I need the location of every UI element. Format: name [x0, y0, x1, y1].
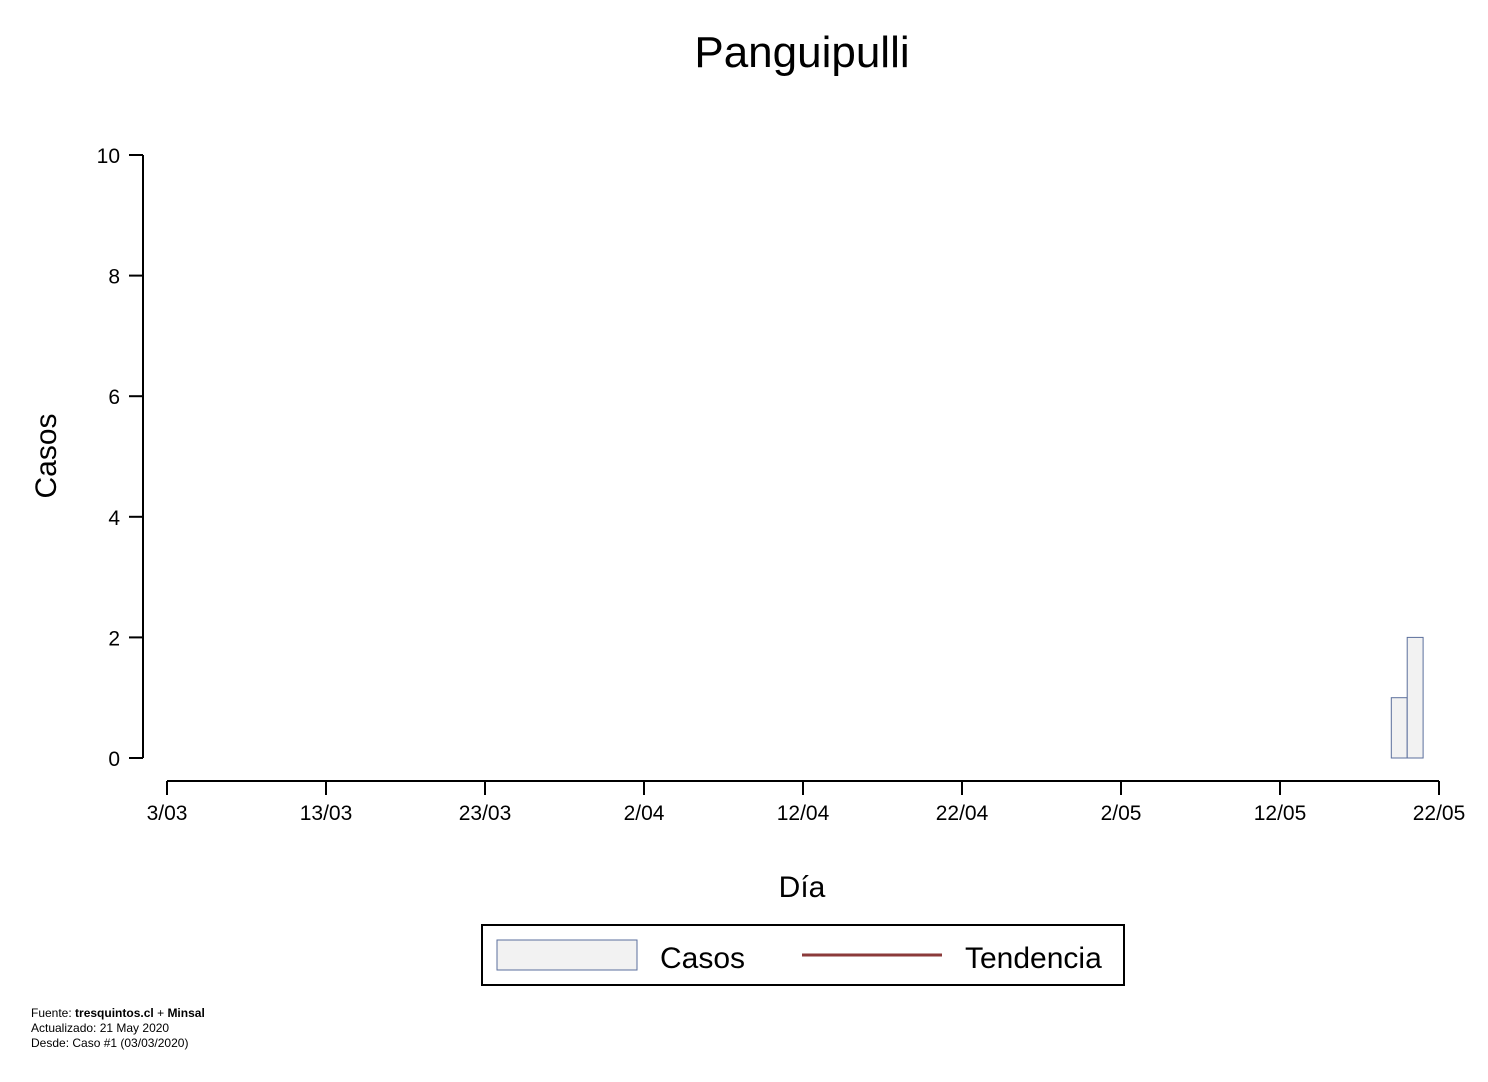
x-tick-label: 12/04 — [777, 802, 830, 825]
y-axis-ticks: 0 2 4 6 8 10 — [97, 145, 143, 771]
footer-updated: Actualizado: 21 May 2020 — [31, 1021, 170, 1035]
footer-source-org: Minsal — [167, 1006, 205, 1020]
y-tick-label: 8 — [108, 266, 120, 289]
footer-since: Desde: Caso #1 (03/03/2020) — [31, 1036, 189, 1050]
chart-title: Panguipulli — [694, 28, 909, 77]
x-tick-label: 22/04 — [936, 802, 989, 825]
x-tick-label: 3/03 — [147, 802, 188, 825]
footer-source-label: Fuente: — [31, 1006, 72, 1020]
footer-source: Fuente: tresquintos.cl + Minsal — [31, 1006, 205, 1021]
legend-tendencia-label: Tendencia — [965, 942, 1102, 975]
x-tick-label: 22/05 — [1413, 802, 1466, 825]
footer-source-site: tresquintos.cl — [75, 1006, 154, 1020]
legend: Casos Tendencia — [481, 924, 1125, 986]
footer-source-plus: + — [157, 1006, 165, 1020]
x-tick-label: 2/05 — [1101, 802, 1142, 825]
x-axis-ticks: 3/03 13/03 23/03 2/04 12/04 22/04 2/05 12/05 22/… — [147, 781, 1466, 825]
y-tick-label: 10 — [97, 145, 120, 168]
y-tick-label: 4 — [108, 507, 120, 530]
legend-casos-swatch — [496, 939, 638, 971]
x-axis-label: Día — [779, 871, 826, 904]
y-tick-label: 0 — [108, 748, 120, 771]
bar — [1406, 636, 1424, 759]
x-tick-label: 2/04 — [624, 802, 665, 825]
legend-casos-label: Casos — [660, 942, 745, 975]
x-tick-label: 23/03 — [459, 802, 512, 825]
bar — [1390, 697, 1408, 759]
footer-notes: Fuente: tresquintos.cl + Minsal Actualiz… — [31, 1006, 205, 1051]
x-tick-label: 13/03 — [300, 802, 353, 825]
y-axis-label: Casos — [30, 413, 63, 498]
y-tick-label: 2 — [108, 627, 120, 650]
x-tick-label: 12/05 — [1254, 802, 1307, 825]
y-tick-label: 6 — [108, 386, 120, 409]
bar-series — [1390, 636, 1424, 759]
